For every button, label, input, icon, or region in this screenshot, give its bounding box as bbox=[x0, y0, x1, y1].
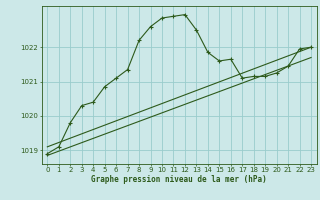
X-axis label: Graphe pression niveau de la mer (hPa): Graphe pression niveau de la mer (hPa) bbox=[91, 175, 267, 184]
